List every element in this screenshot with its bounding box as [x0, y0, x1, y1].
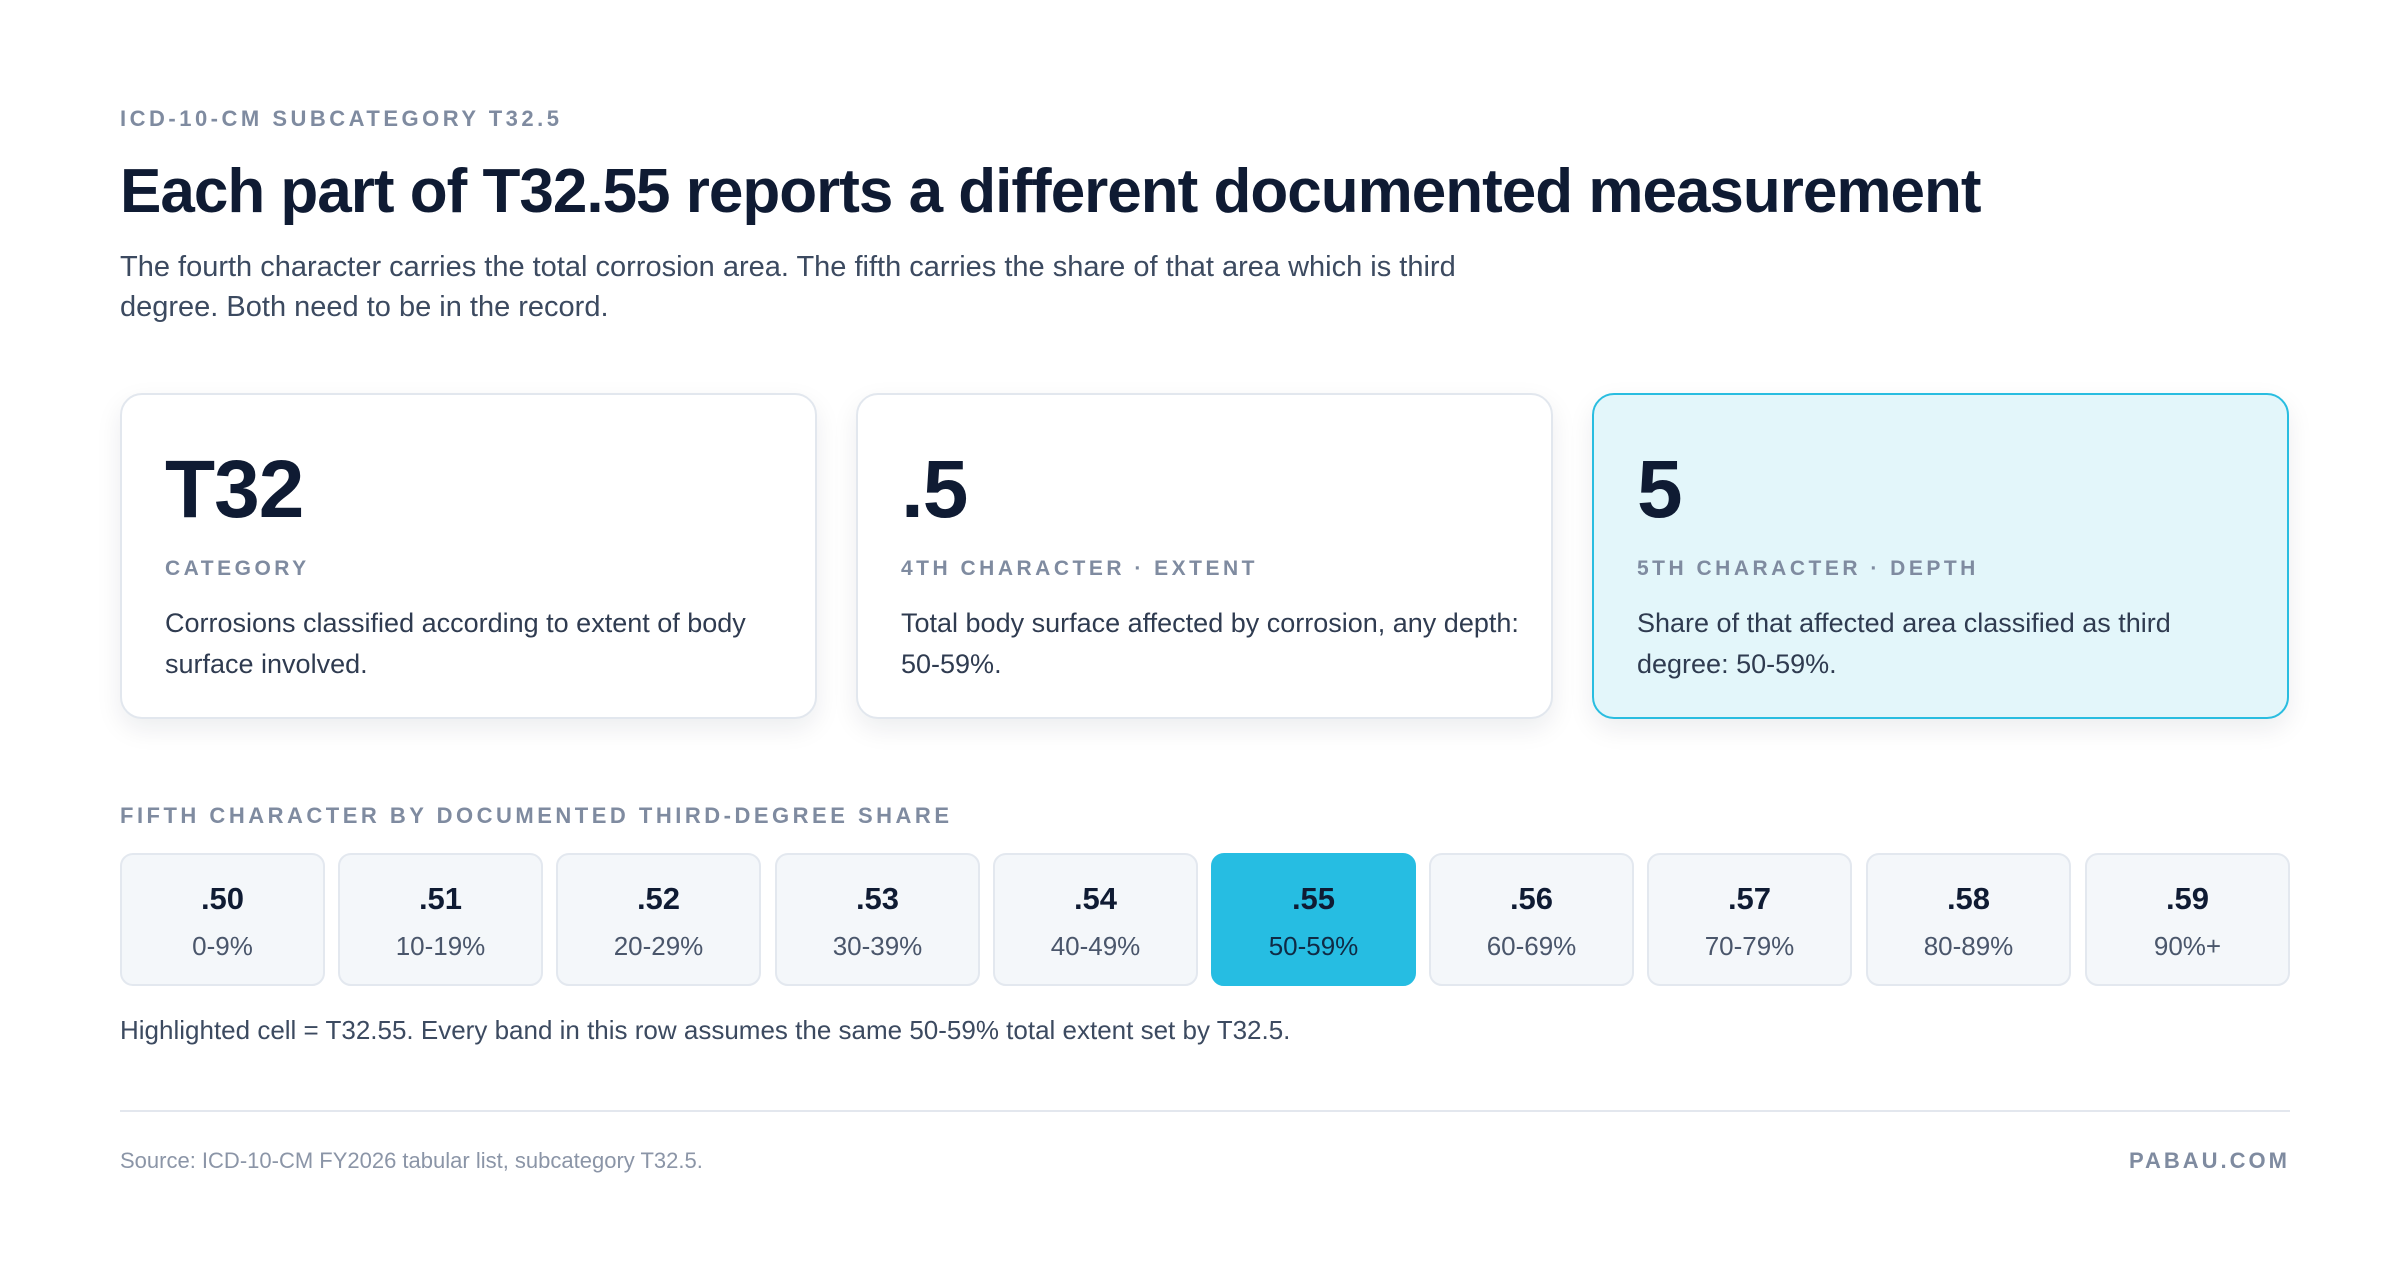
card-code: T32 [165, 444, 304, 535]
card-label: CATEGORY [165, 557, 310, 580]
band-range: 50-59% [1268, 931, 1359, 961]
band-range: 0-9% [192, 931, 253, 961]
band-code: .58 [1946, 881, 1991, 916]
card-description: Total body surface affected by corrosion… [901, 608, 1519, 679]
card-label: 4TH CHARACTER · EXTENT [901, 557, 1259, 580]
band-range: 60-69% [1486, 931, 1577, 961]
band-code: .54 [1073, 881, 1118, 916]
band-code: .56 [1509, 881, 1554, 916]
band-cell: .59 90%+ [2085, 853, 2290, 986]
highlight-note: Highlighted cell = T32.55. Every band in… [120, 1015, 1291, 1045]
card-code: .5 [901, 444, 968, 535]
band-range: 10-19% [395, 931, 486, 961]
band-range: 80-89% [1923, 931, 2014, 961]
card-label: 5TH CHARACTER · DEPTH [1637, 557, 1979, 580]
band-cell: .50 0-9% [120, 853, 325, 986]
band-code: .52 [636, 881, 681, 916]
band-code: .59 [2165, 881, 2210, 916]
band-code: .51 [418, 881, 463, 916]
band-cell: .51 10-19% [338, 853, 543, 986]
card-depth: 5 5TH CHARACTER · DEPTH Share of that af… [1592, 393, 2289, 719]
code-parts-cards: T32 CATEGORY Corrosions classified accor… [120, 393, 2290, 721]
infographic: ICD-10-CM SUBCATEGORY T32.5 Each part of… [120, 0, 2290, 1268]
band-cell: .56 60-69% [1429, 853, 1634, 986]
card-description: Share of that affected area classified a… [1637, 608, 2171, 679]
card-description: Corrosions classified according to exten… [165, 608, 746, 679]
band-cell-highlighted: .55 50-59% [1211, 853, 1416, 986]
bands-section-label: FIFTH CHARACTER BY DOCUMENTED THIRD-DEGR… [120, 803, 953, 828]
brand-link[interactable]: PABAU.COM [2128, 1148, 2290, 1173]
band-cell: .57 70-79% [1647, 853, 1852, 986]
band-range: 40-49% [1050, 931, 1141, 961]
eyebrow-label: ICD-10-CM SUBCATEGORY T32.5 [120, 106, 563, 131]
page-title: Each part of T32.55 reports a different … [120, 157, 1982, 226]
band-code: .57 [1727, 881, 1772, 916]
band-range: 30-39% [832, 931, 923, 961]
band-cell: .58 80-89% [1866, 853, 2071, 986]
card-category: T32 CATEGORY Corrosions classified accor… [120, 393, 817, 719]
source-note: Source: ICD-10-CM FY2026 tabular list, s… [120, 1148, 703, 1173]
band-range: 90%+ [2153, 931, 2222, 961]
card-extent: .5 4TH CHARACTER · EXTENT Total body sur… [856, 393, 1553, 719]
band-code: .50 [200, 881, 245, 916]
band-code: .55 [1291, 881, 1336, 916]
fifth-character-bands: .50 0-9% .51 10-19% .52 20-29% .53 30-39… [120, 853, 2290, 986]
band-range: 20-29% [613, 931, 704, 961]
band-range: 70-79% [1704, 931, 1795, 961]
card-code: 5 [1637, 444, 1683, 535]
band-cell: .52 20-29% [556, 853, 761, 986]
band-cell: .53 30-39% [775, 853, 980, 986]
band-code: .53 [855, 881, 900, 916]
page-subtitle: The fourth character carries the total c… [120, 251, 1456, 323]
band-cell: .54 40-49% [993, 853, 1198, 986]
footer-divider [120, 1110, 2290, 1112]
